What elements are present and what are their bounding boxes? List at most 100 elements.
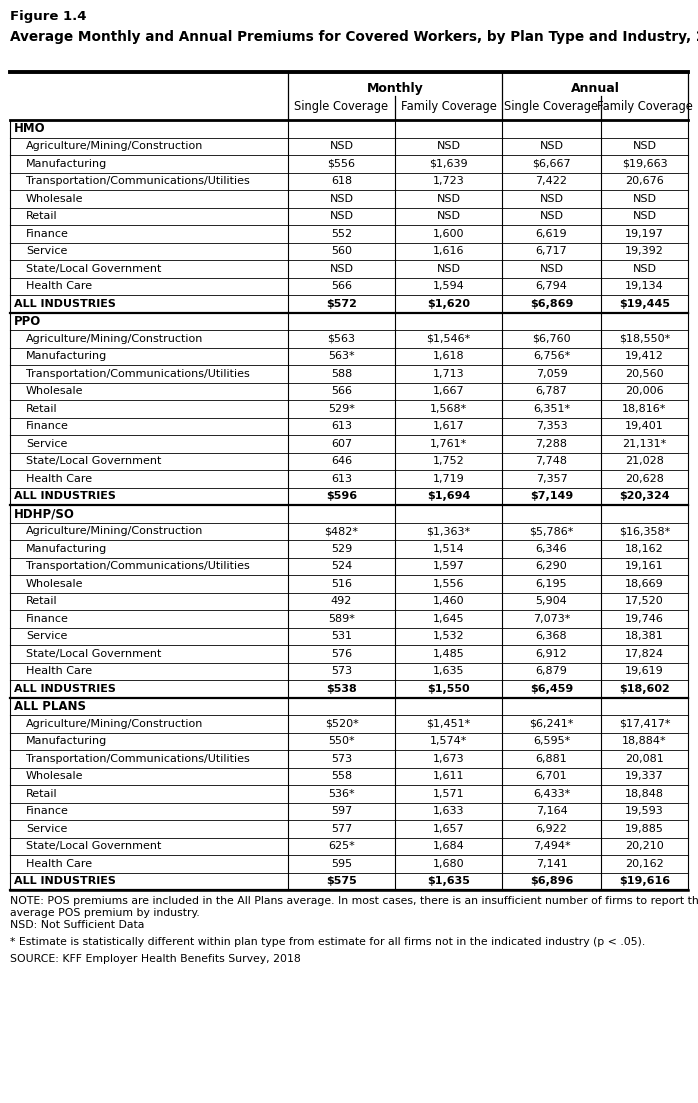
Text: 550*: 550* [328,736,355,747]
Text: $7,149: $7,149 [530,491,573,501]
Text: 560: 560 [331,246,352,256]
Text: NSD: NSD [540,264,563,274]
Text: NSD: Not Sufficient Data: NSD: Not Sufficient Data [10,920,144,930]
Text: * Estimate is statistically different within plan type from estimate for all fir: * Estimate is statistically different wi… [10,938,645,947]
Text: $6,459: $6,459 [530,684,573,694]
Text: 6,433*: 6,433* [533,789,570,799]
Text: 1,600: 1,600 [433,228,464,238]
Text: 5,904: 5,904 [535,597,567,607]
Text: $1,635: $1,635 [427,876,470,886]
Text: Monthly: Monthly [366,82,424,95]
Text: 577: 577 [331,824,352,834]
Text: Transportation/Communications/Utilities: Transportation/Communications/Utilities [26,753,250,763]
Text: 1,680: 1,680 [433,859,464,869]
Text: Finance: Finance [26,421,69,431]
Text: 1,568*: 1,568* [430,404,467,414]
Text: 1,574*: 1,574* [430,736,467,747]
Text: $482*: $482* [325,526,359,536]
Text: 1,761*: 1,761* [430,439,467,449]
Text: Manufacturing: Manufacturing [26,159,107,169]
Text: Health Care: Health Care [26,859,92,869]
Text: NSD: NSD [436,264,461,274]
Text: $5,786*: $5,786* [529,526,574,536]
Text: 6,794: 6,794 [535,281,567,291]
Text: $1,363*: $1,363* [426,526,470,536]
Text: 7,073*: 7,073* [533,613,570,624]
Text: 21,131*: 21,131* [623,439,667,449]
Text: $1,451*: $1,451* [426,719,470,729]
Text: 21,028: 21,028 [625,457,664,467]
Text: 18,848: 18,848 [625,789,664,799]
Text: HDHP/SO: HDHP/SO [14,507,75,521]
Text: Transportation/Communications/Utilities: Transportation/Communications/Utilities [26,561,250,571]
Text: $6,241*: $6,241* [529,719,574,729]
Text: Health Care: Health Care [26,474,92,484]
Text: $520*: $520* [325,719,358,729]
Text: $572: $572 [326,299,357,309]
Text: Figure 1.4: Figure 1.4 [10,10,87,23]
Text: 1,635: 1,635 [433,666,464,676]
Text: 20,162: 20,162 [625,859,664,869]
Text: NSD: NSD [540,141,563,151]
Text: $18,550*: $18,550* [619,334,670,344]
Text: 6,756*: 6,756* [533,351,570,362]
Text: NSD: NSD [436,194,461,204]
Text: 6,912: 6,912 [535,649,567,658]
Text: 618: 618 [331,176,352,186]
Text: 18,162: 18,162 [625,544,664,554]
Text: 588: 588 [331,368,352,378]
Text: NSD: NSD [632,194,657,204]
Text: $596: $596 [326,491,357,501]
Text: $19,445: $19,445 [619,299,670,309]
Text: 1,597: 1,597 [433,561,464,571]
Text: 558: 558 [331,771,352,781]
Text: 1,618: 1,618 [433,351,464,362]
Text: $538: $538 [326,684,357,694]
Text: 6,881: 6,881 [535,753,567,763]
Text: State/Local Government: State/Local Government [26,842,161,852]
Text: ALL INDUSTRIES: ALL INDUSTRIES [14,876,116,886]
Text: 646: 646 [331,457,352,467]
Text: 7,748: 7,748 [535,457,567,467]
Text: PPO: PPO [14,314,41,328]
Text: Family Coverage: Family Coverage [597,100,692,113]
Text: 566: 566 [331,386,352,396]
Text: $556: $556 [327,159,355,169]
Text: 1,617: 1,617 [433,421,464,431]
Text: Wholesale: Wholesale [26,771,84,781]
Text: Health Care: Health Care [26,666,92,676]
Text: 19,401: 19,401 [625,421,664,431]
Text: 19,746: 19,746 [625,613,664,624]
Text: NSD: NSD [329,264,353,274]
Text: 1,673: 1,673 [433,753,464,763]
Text: 18,884*: 18,884* [622,736,667,747]
Text: 7,141: 7,141 [535,859,567,869]
Text: $1,546*: $1,546* [426,334,470,344]
Text: 6,195: 6,195 [535,579,567,589]
Text: 20,628: 20,628 [625,474,664,484]
Text: NSD: NSD [632,264,657,274]
Text: NSD: NSD [329,194,353,204]
Text: 1,633: 1,633 [433,806,464,816]
Text: 7,357: 7,357 [535,474,567,484]
Text: Health Care: Health Care [26,281,92,291]
Text: Finance: Finance [26,228,69,238]
Text: 19,337: 19,337 [625,771,664,781]
Text: State/Local Government: State/Local Government [26,649,161,658]
Text: 20,560: 20,560 [625,368,664,378]
Text: average POS premium by industry.: average POS premium by industry. [10,908,200,918]
Text: 1,532: 1,532 [433,631,464,641]
Text: NSD: NSD [632,212,657,222]
Text: Retail: Retail [26,212,58,222]
Text: Manufacturing: Manufacturing [26,736,107,747]
Text: 19,161: 19,161 [625,561,664,571]
Text: ALL INDUSTRIES: ALL INDUSTRIES [14,299,116,309]
Text: Wholesale: Wholesale [26,386,84,396]
Text: $16,358*: $16,358* [619,526,670,536]
Text: 20,210: 20,210 [625,842,664,852]
Text: 17,824: 17,824 [625,649,664,658]
Text: 1,571: 1,571 [433,789,464,799]
Text: State/Local Government: State/Local Government [26,264,161,274]
Text: $563: $563 [327,334,355,344]
Text: 6,368: 6,368 [535,631,567,641]
